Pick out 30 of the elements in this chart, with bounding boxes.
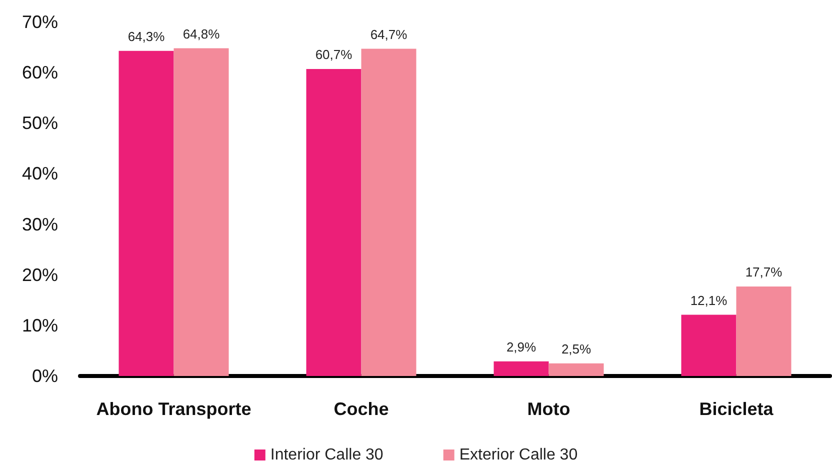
x-tick-label: Bicicleta [699,399,774,419]
bar [548,363,604,376]
data-label: 2,5% [561,341,592,356]
bar [174,48,229,376]
bar [494,361,549,376]
data-label: 12,1% [690,292,728,308]
x-tick-label: Coche [334,399,389,419]
data-label: 64,3% [128,28,166,44]
x-tick-label: Moto [527,399,570,419]
data-label: 2,9% [506,339,536,354]
y-tick-label: 60% [22,62,58,83]
y-tick-label: 40% [22,164,58,184]
x-tick-label: Abono Transporte [96,399,252,419]
y-tick-label: 20% [22,264,58,285]
y-tick-label: 50% [22,113,58,134]
bar [681,314,736,376]
data-label: 64,7% [370,26,408,42]
data-label: 60,7% [315,47,353,62]
bar [736,286,792,376]
y-tick-label: 0% [32,366,58,386]
y-tick-label: 10% [22,315,58,336]
bar [118,50,174,376]
bar [361,48,416,376]
data-label: 64,8% [182,26,220,42]
data-label: 17,7% [745,264,783,280]
y-tick-label: 70% [22,12,58,32]
legend-label: Exterior Calle 30 [459,446,578,464]
bar [306,69,362,376]
y-tick-label: 30% [22,214,58,234]
legend-label: Interior Calle 30 [270,446,384,464]
